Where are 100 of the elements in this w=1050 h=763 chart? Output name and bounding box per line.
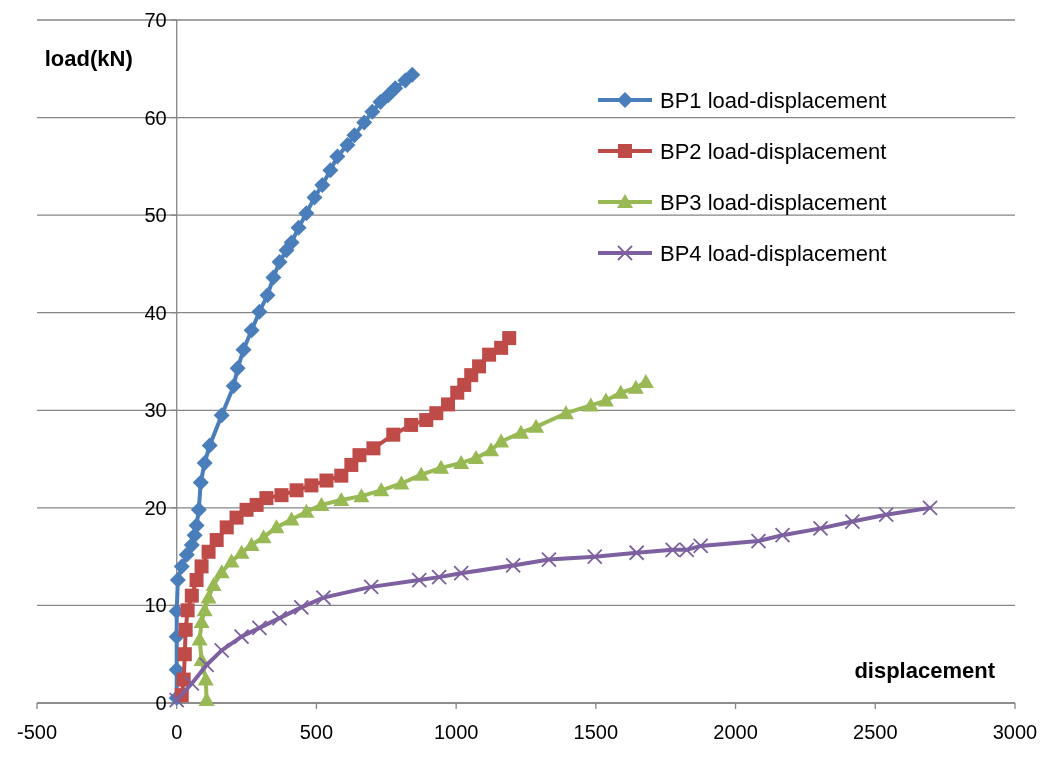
point [363, 578, 380, 595]
point [774, 527, 791, 544]
point [364, 103, 381, 120]
point [233, 544, 250, 559]
point [431, 569, 447, 586]
point [229, 360, 246, 377]
x-tick-label: 2500 [853, 721, 898, 743]
point [878, 506, 895, 523]
point [493, 433, 510, 448]
point [274, 488, 289, 503]
x-tick-label: 0 [171, 721, 183, 743]
point [313, 496, 330, 511]
legend-label: BP4 load-displacement [660, 240, 887, 266]
point [413, 466, 430, 481]
point [306, 189, 323, 206]
point [441, 397, 456, 412]
point [411, 572, 428, 588]
point [191, 631, 208, 646]
point [201, 437, 218, 454]
point [190, 501, 207, 518]
point [304, 478, 319, 493]
x-axis-title: displacement [854, 657, 996, 683]
point [243, 536, 260, 551]
point [188, 517, 205, 534]
point [528, 418, 545, 433]
point [844, 513, 861, 530]
point [200, 589, 217, 604]
point [196, 602, 213, 617]
point [251, 303, 268, 320]
point [612, 384, 629, 399]
point [353, 488, 370, 503]
point [453, 565, 470, 582]
point [750, 533, 767, 549]
point [373, 482, 390, 497]
point [372, 93, 389, 110]
point [205, 576, 222, 591]
y-axis-title: load(kN) [44, 46, 133, 71]
point [259, 287, 276, 304]
point [193, 614, 210, 629]
point [557, 405, 574, 420]
point [628, 544, 645, 561]
x-tick-label: 2000 [713, 721, 758, 743]
point [290, 219, 307, 236]
point [319, 473, 334, 488]
y-tick-label: 60 [144, 106, 167, 129]
point [339, 136, 356, 153]
point [314, 176, 331, 193]
point [233, 628, 250, 645]
point [298, 503, 315, 518]
point [223, 553, 240, 568]
point [209, 533, 224, 548]
x-tick-label: 1000 [433, 721, 479, 743]
point [213, 564, 230, 579]
point [255, 529, 272, 544]
point [346, 127, 363, 144]
point [334, 468, 349, 483]
x-tick-label: 3000 [992, 721, 1038, 743]
point [201, 544, 216, 559]
y-tick-label: 10 [144, 594, 167, 617]
point [404, 417, 419, 432]
point [251, 619, 268, 636]
legend-label: BP3 load-displacement [660, 189, 887, 215]
point [467, 450, 484, 465]
point [283, 511, 300, 526]
point [194, 559, 209, 574]
point [356, 114, 373, 131]
point [315, 589, 332, 606]
point [597, 392, 614, 407]
point [189, 573, 204, 588]
point [472, 359, 487, 374]
point [289, 483, 304, 498]
y-tick-label: 50 [144, 204, 167, 227]
point [692, 538, 709, 554]
y-tick-label: 30 [144, 399, 167, 422]
point [271, 253, 288, 270]
point [453, 454, 470, 469]
point [541, 551, 557, 568]
point [483, 442, 500, 457]
point [582, 397, 599, 412]
point [404, 66, 421, 83]
point [225, 377, 242, 394]
point [482, 347, 497, 362]
point [433, 459, 450, 474]
point [268, 519, 285, 534]
y-tick-label: 0 [155, 692, 167, 714]
point [393, 475, 410, 490]
point [169, 572, 186, 589]
point [213, 642, 230, 659]
y-tick-label: 20 [144, 496, 167, 519]
point [366, 441, 381, 456]
point [333, 492, 350, 507]
point [322, 162, 339, 179]
point [243, 322, 260, 339]
point [198, 692, 215, 707]
point [386, 427, 401, 442]
point [259, 491, 274, 506]
x-tick-label: 1500 [573, 721, 619, 743]
point [192, 474, 209, 491]
x-tick-label: 500 [299, 721, 334, 743]
point [502, 331, 517, 346]
